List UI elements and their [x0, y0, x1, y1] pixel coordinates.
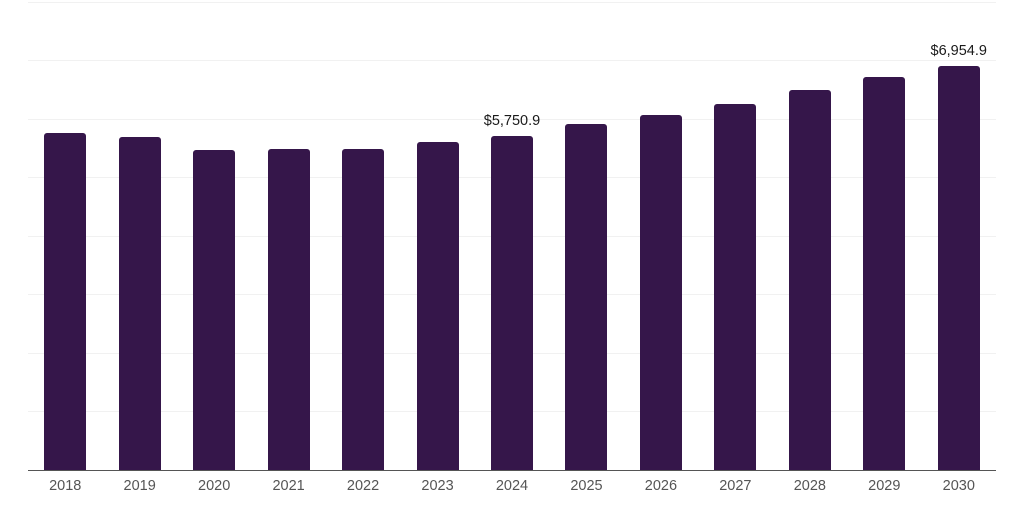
gridline [28, 2, 996, 3]
x-tick-label-2024: 2024 [495, 478, 529, 494]
bar-2018[interactable] [44, 133, 87, 470]
bar-series: $5,750.9 $6,954.9 [28, 0, 996, 470]
x-tick-label-2018: 2018 [49, 478, 82, 494]
bar-2019[interactable] [118, 137, 161, 470]
bar-slot [326, 0, 400, 470]
bar-value-label-2030: $6,954.9 [930, 43, 987, 60]
x-tick-label-2020: 2020 [198, 478, 231, 494]
x-tick-label-2028: 2028 [793, 478, 826, 494]
bar-slot: $6,954.9 [922, 0, 996, 470]
x-tick-label-2023: 2023 [421, 478, 454, 494]
bar-slot [549, 0, 623, 470]
bar-slot [773, 0, 847, 470]
bar-2022[interactable] [342, 149, 385, 470]
bar-slot [400, 0, 474, 470]
x-tick-label-2021: 2021 [272, 478, 305, 494]
bar-2023[interactable] [416, 142, 459, 470]
bar-2028[interactable] [788, 89, 831, 470]
x-axis-labels: 2018 2019 2020 2021 2022 2023 2024 2025 2026 2027… [28, 478, 996, 508]
x-tick-label-2030: 2030 [942, 478, 975, 494]
x-tick-label-2027: 2027 [719, 478, 752, 494]
bar-2030[interactable] [937, 66, 980, 470]
bar-2021[interactable] [267, 149, 310, 470]
bar-2020[interactable] [193, 150, 236, 470]
bar-slot [624, 0, 698, 470]
x-tick-label-2026: 2026 [644, 478, 678, 494]
bar-slot [698, 0, 772, 470]
x-tick-label-2022: 2022 [346, 478, 380, 494]
bar-slot: $5,750.9 [475, 0, 549, 470]
bar-2025[interactable] [565, 124, 608, 470]
bar-slot [251, 0, 325, 470]
bar-2026[interactable] [639, 114, 682, 470]
bar-slot [177, 0, 251, 470]
bar-slot [102, 0, 176, 470]
bar-slot [28, 0, 102, 470]
bar-2027[interactable] [714, 103, 757, 470]
x-axis-line [28, 470, 996, 471]
gridline [28, 119, 996, 120]
bar-value-label-2024: $5,750.9 [483, 113, 541, 130]
x-tick-label-2019: 2019 [123, 478, 156, 494]
bar-2029[interactable] [863, 76, 906, 470]
x-tick-label-2025: 2025 [570, 478, 603, 494]
bar-2024[interactable] [490, 136, 533, 470]
gridline [28, 60, 996, 61]
bar-slot [847, 0, 921, 470]
x-tick-label-2029: 2029 [868, 478, 901, 494]
